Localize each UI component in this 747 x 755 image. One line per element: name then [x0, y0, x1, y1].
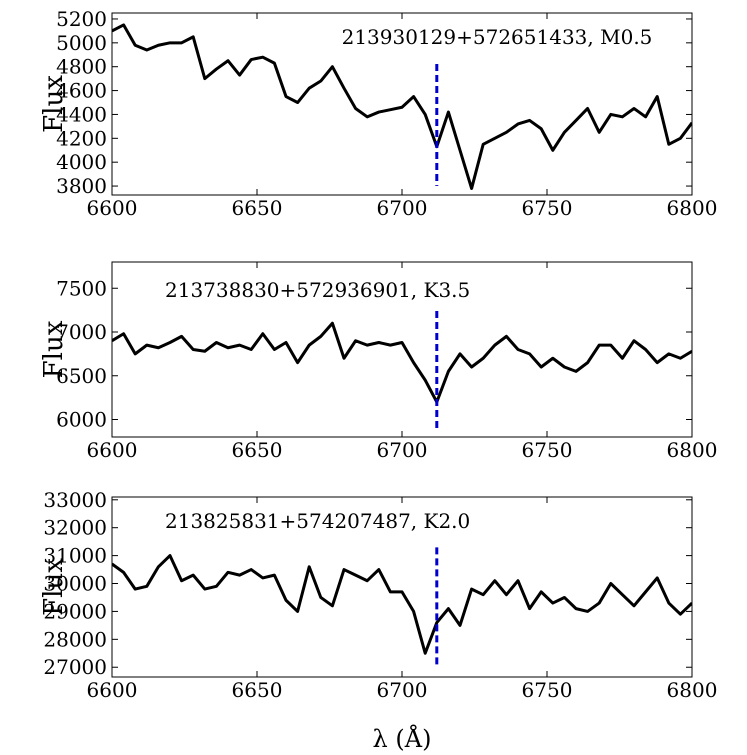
x-tick-label: 6700	[377, 196, 428, 220]
x-tick-label: 6650	[232, 678, 283, 702]
x-tick-label: 6800	[667, 438, 718, 462]
x-tick-label: 6700	[377, 678, 428, 702]
y-tick-label: 4600	[56, 79, 107, 103]
x-tick-label: 6750	[522, 196, 573, 220]
x-tick-label: 6750	[522, 678, 573, 702]
x-tick-label: 6750	[522, 438, 573, 462]
y-tick-label: 6000	[56, 408, 107, 432]
y-tick-label: 4800	[56, 55, 107, 79]
chart-title: 213738830+572936901, K3.5	[165, 278, 470, 302]
x-axis-label: λ (Å)	[373, 724, 432, 753]
y-tick-label: 6500	[56, 364, 107, 388]
x-tick-label: 6700	[377, 438, 428, 462]
y-tick-label: 5200	[56, 7, 107, 31]
y-tick-label: 7000	[56, 320, 107, 344]
y-tick-label: 4400	[56, 102, 107, 126]
x-tick-label: 6800	[667, 678, 718, 702]
y-tick-label: 3800	[56, 174, 107, 198]
y-tick-label: 27000	[43, 655, 107, 679]
x-tick-label: 6600	[87, 678, 138, 702]
spectrum-line	[112, 23, 692, 190]
y-tick-label: 31000	[43, 544, 107, 568]
y-axis-label: Flux	[39, 320, 69, 378]
chart-title: 213825831+574207487, K2.0	[165, 509, 470, 533]
y-tick-label: 4000	[56, 150, 107, 174]
x-tick-label: 6650	[232, 196, 283, 220]
y-tick-label: 4200	[56, 126, 107, 150]
y-axis-label: Flux	[39, 75, 69, 133]
x-tick-label: 6650	[232, 438, 283, 462]
y-tick-label: 5000	[56, 31, 107, 55]
y-tick-label: 28000	[43, 627, 107, 651]
x-tick-label: 6600	[87, 438, 138, 462]
y-tick-label: 32000	[43, 516, 107, 540]
y-tick-label: 7500	[56, 276, 107, 300]
spectrum-line	[112, 554, 692, 655]
y-tick-label: 30000	[43, 572, 107, 596]
y-axis-label: Flux	[39, 558, 69, 616]
x-tick-label: 6800	[667, 196, 718, 220]
chart-title: 213930129+572651433, M0.5	[342, 25, 653, 49]
spectrum-line	[112, 321, 692, 404]
y-tick-label: 29000	[43, 599, 107, 623]
y-tick-label: 33000	[43, 488, 107, 512]
x-tick-label: 6600	[87, 196, 138, 220]
